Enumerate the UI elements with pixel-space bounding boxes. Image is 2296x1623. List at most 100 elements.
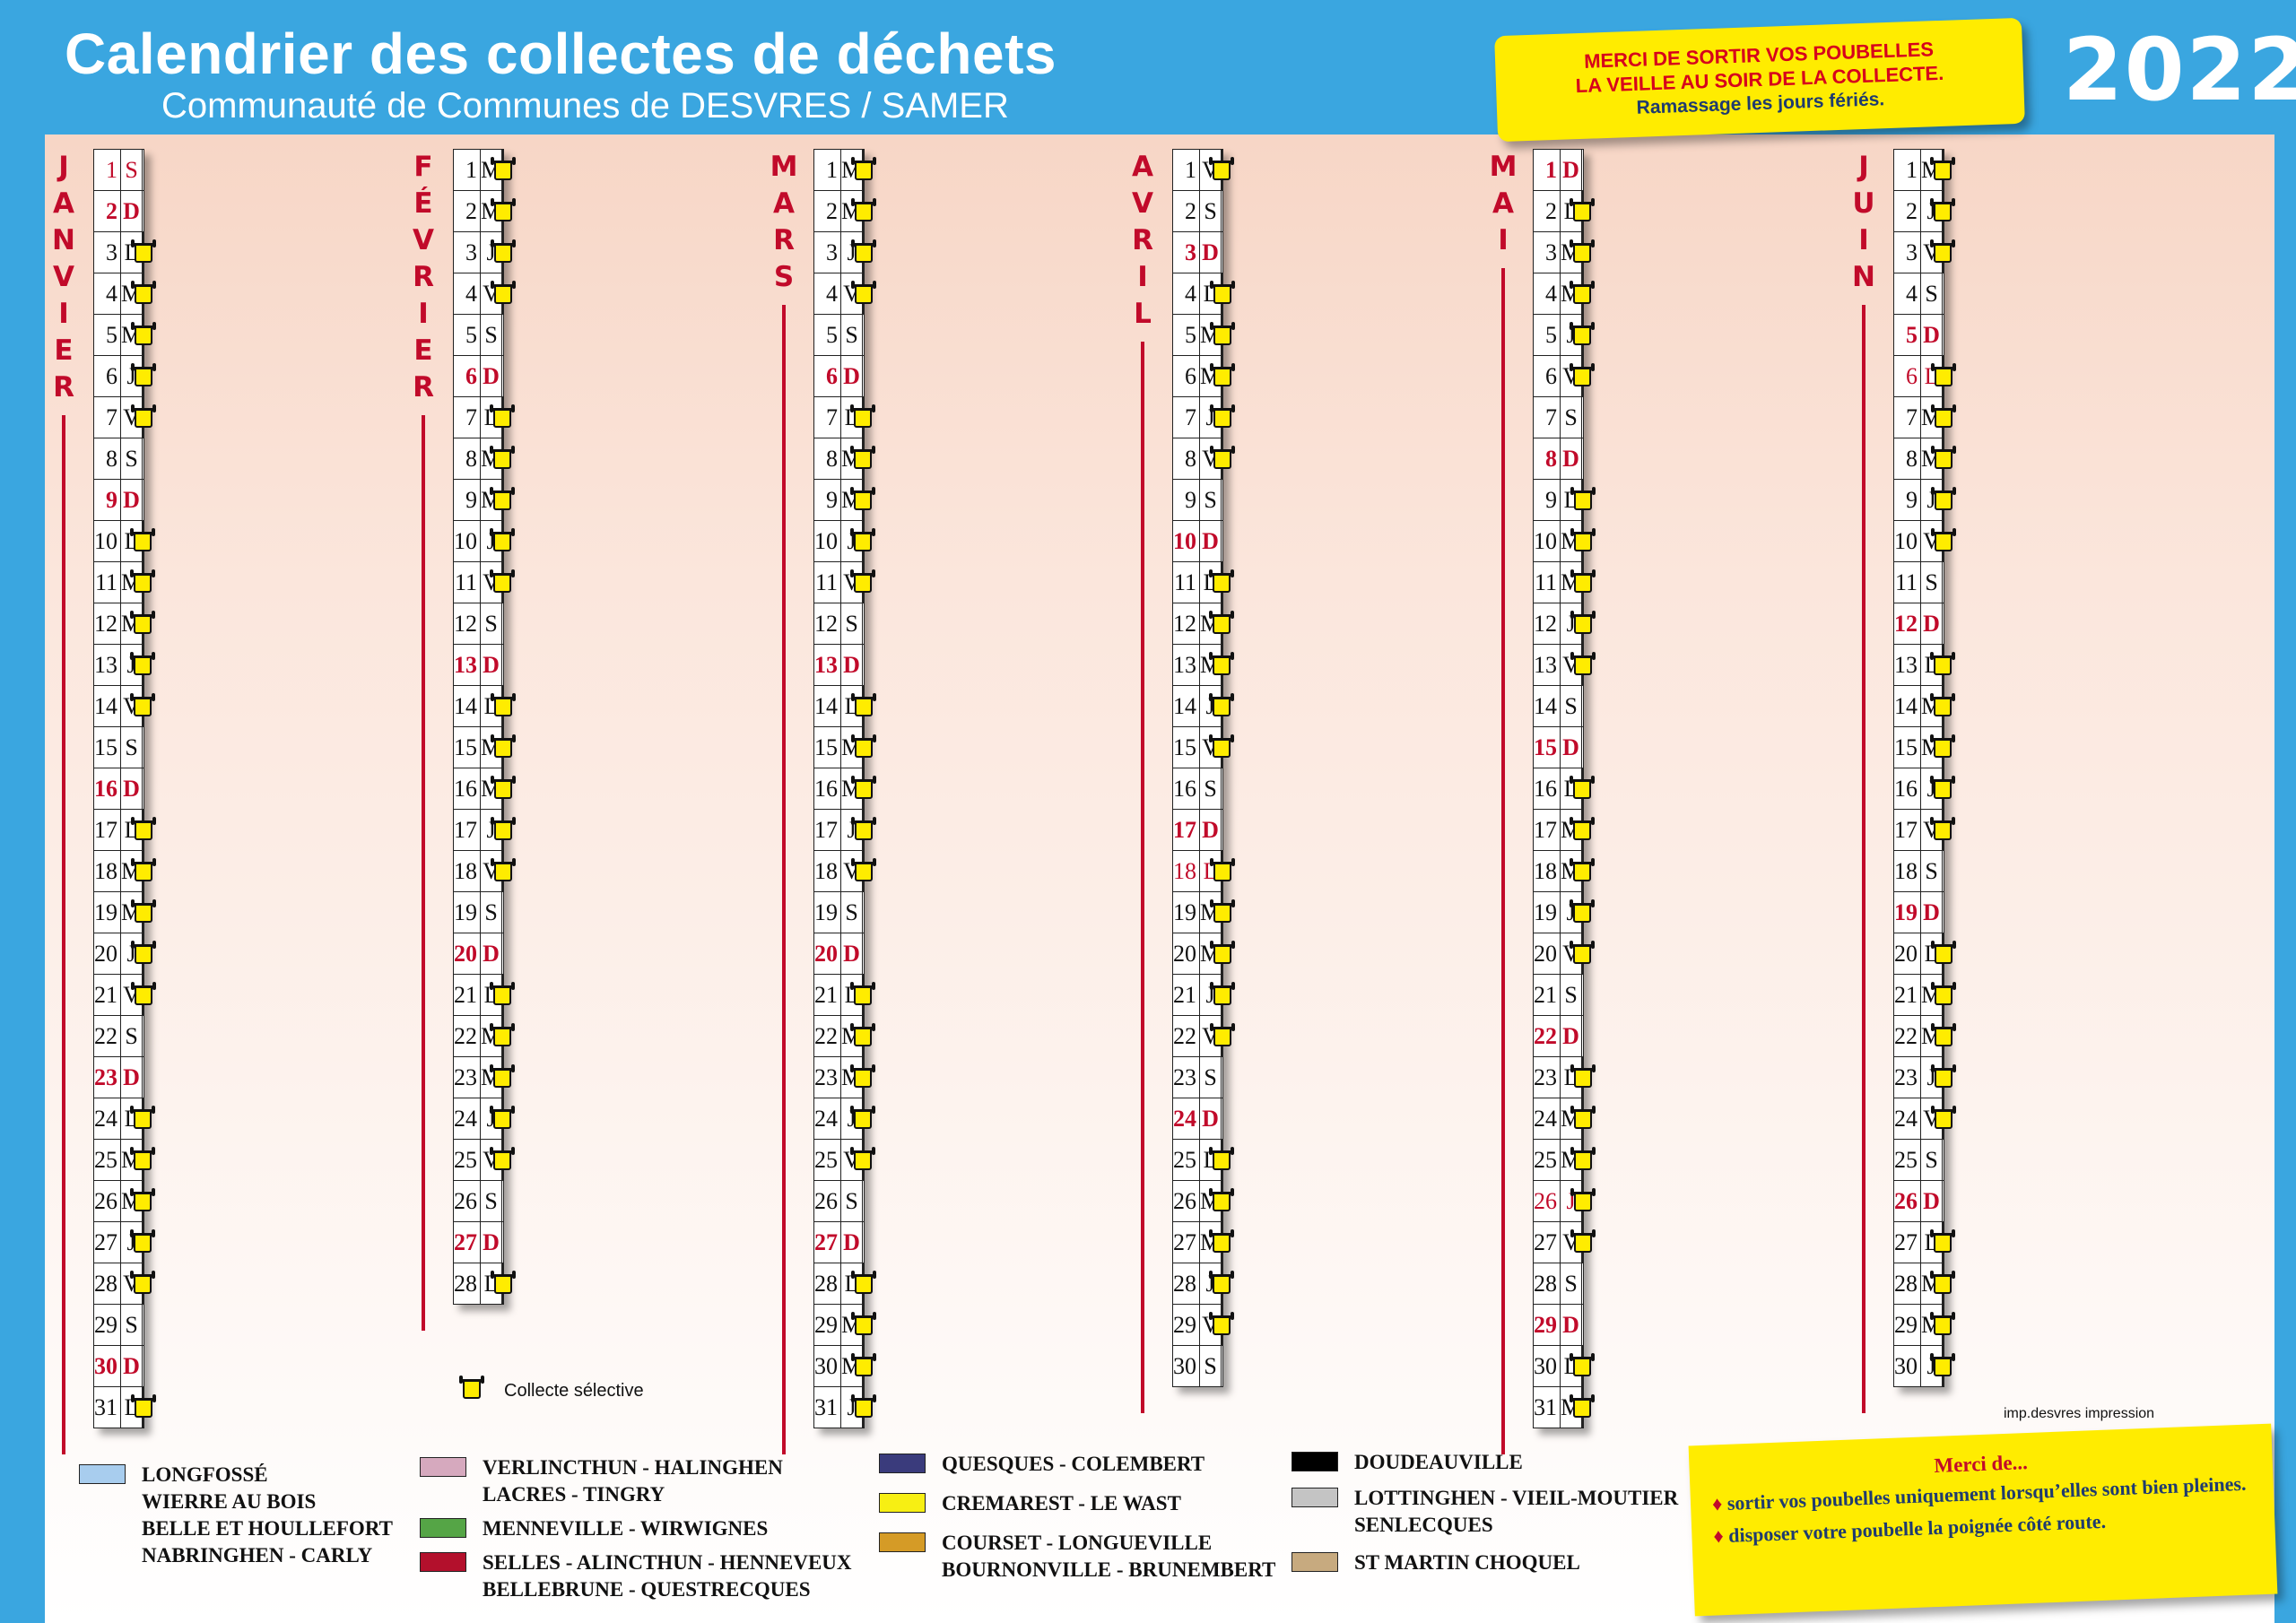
day-row: 17 M <box>1533 809 1596 851</box>
bin-icon <box>491 733 517 758</box>
day-number: 29 <box>93 1304 121 1346</box>
day-letter: D <box>1559 149 1583 191</box>
day-row: 19 M <box>93 891 157 933</box>
day-number: 1 <box>1533 149 1561 191</box>
day-row: 18 M <box>93 850 157 892</box>
day-number: 26 <box>813 1180 841 1222</box>
bin-icon <box>1931 940 1957 964</box>
collection-cell <box>1582 1345 1585 1387</box>
day-row: 28 J <box>1172 1263 1235 1305</box>
bin-icon <box>1931 486 1957 510</box>
no-collection-cell <box>1221 479 1224 521</box>
no-collection-cell <box>862 314 865 356</box>
no-collection-cell <box>142 190 145 232</box>
collection-cell <box>1210 355 1236 397</box>
month-label-letter: I <box>1498 224 1509 256</box>
day-number: 13 <box>813 644 841 686</box>
day-number: 16 <box>453 768 481 810</box>
collection-cell <box>851 850 877 892</box>
day-letter: L <box>1919 355 1944 397</box>
month-label-letter: E <box>413 334 433 367</box>
day-letter: L <box>1559 1345 1583 1387</box>
day-number: 7 <box>453 396 481 438</box>
day-number: 7 <box>1533 396 1561 438</box>
day-number: 23 <box>1893 1056 1921 1098</box>
day-number: 2 <box>93 190 121 232</box>
collection-cell <box>1582 933 1585 975</box>
day-number: 11 <box>1533 561 1561 603</box>
day-number: 24 <box>813 1098 841 1140</box>
collection-cell <box>502 1098 505 1140</box>
page-title: Calendrier des collectes de déchets <box>65 22 1057 86</box>
day-letter: S <box>839 891 864 933</box>
month-table: 1 D 2 L 3 M 4 M 5 J 6 V 7 S 8 D 9 L 10 M 11 M 12 J 13 V 14 S 15 D 16 L 1… <box>1533 149 1596 1428</box>
day-row: 11 M <box>93 561 156 603</box>
collection-cell <box>491 685 517 727</box>
day-row: 10 D <box>1172 520 1224 562</box>
bin-icon <box>851 692 877 716</box>
collection-cell <box>502 974 505 1016</box>
day-row: 31 L <box>93 1386 157 1428</box>
month-label-letter: V <box>53 261 74 293</box>
day-letter: S <box>1198 479 1222 521</box>
day-number: 1 <box>1172 149 1200 191</box>
day-row: 18 L <box>1172 850 1236 892</box>
day-number: 18 <box>1893 850 1921 892</box>
day-number: 3 <box>453 231 481 273</box>
no-collection-cell <box>1221 1056 1224 1098</box>
day-number: 7 <box>93 396 121 438</box>
day-row: 10 J <box>813 520 876 562</box>
day-number: 10 <box>1172 520 1200 562</box>
month-label-line <box>62 415 65 1454</box>
collection-cell <box>1570 561 1596 603</box>
day-row: 25 M <box>1533 1139 1596 1181</box>
day-number: 16 <box>1172 768 1200 810</box>
day-number: 21 <box>1893 974 1921 1016</box>
legend-text: COURSET - LONGUEVILLE BOURNONVILLE - BRUN… <box>942 1532 1276 1581</box>
bin-icon <box>1931 404 1957 428</box>
day-letter: S <box>1559 974 1583 1016</box>
bin-icon <box>851 1270 877 1294</box>
month-label-letter: U <box>1852 187 1875 220</box>
day-letter: S <box>1919 1139 1944 1181</box>
no-collection-cell <box>1942 603 1945 645</box>
month-label-letter: A <box>773 187 795 220</box>
day-row: 20 L <box>1893 933 1957 975</box>
day-row: 28 V <box>93 1263 156 1305</box>
no-collection-cell <box>1221 768 1224 810</box>
day-row: 13 V <box>1533 644 1596 686</box>
month-table: 1 S 2 D 3 L 4 M 5 M 6 J 7 V 8 S 9 D 10 L 11 M 12 M 13 J 14 V 15 S 16 D 1… <box>93 149 157 1428</box>
day-number: 28 <box>813 1263 841 1305</box>
day-row: 16 D <box>93 768 145 810</box>
day-number: 4 <box>1172 273 1200 315</box>
collection-cell <box>1222 1304 1224 1346</box>
day-number: 1 <box>813 149 841 191</box>
collection-cell <box>851 1263 877 1305</box>
day-number: 5 <box>453 314 481 356</box>
month-label-letter: A <box>53 187 74 220</box>
bin-icon <box>1931 1105 1957 1129</box>
notice-banner: MERCI DE SORTIR VOS POUBELLES LA VEILLE … <box>1494 17 2025 143</box>
day-letter: S <box>119 1304 144 1346</box>
legend-text: MENNEVILLE - WIRWIGNES <box>483 1517 769 1540</box>
collection-cell <box>851 685 877 727</box>
month-label-line <box>422 415 425 1331</box>
collection-cell <box>1210 438 1236 480</box>
day-letter: D <box>1198 809 1222 851</box>
day-number: 16 <box>93 768 121 810</box>
day-row: 30 M <box>813 1345 877 1387</box>
no-collection-cell <box>1942 850 1945 892</box>
day-row: 15 M <box>453 726 517 768</box>
no-collection-cell <box>1942 314 1945 356</box>
